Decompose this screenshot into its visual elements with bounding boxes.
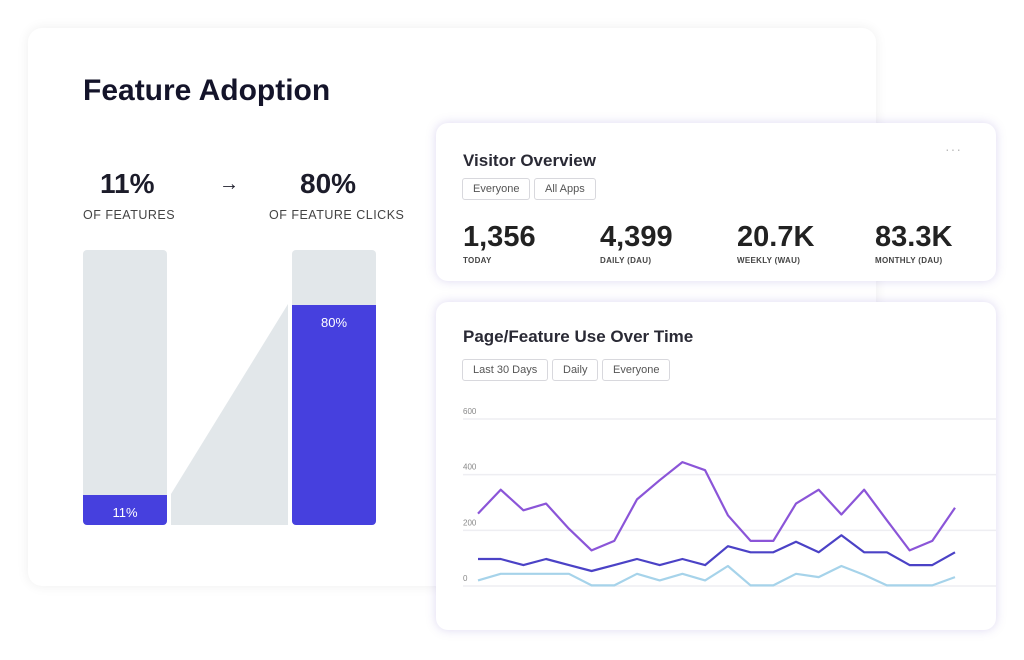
series-line-1 bbox=[478, 534, 956, 573]
page-feature-card: Page/Feature Use Over Time Last 30 Days … bbox=[436, 302, 996, 630]
stat-daily: 4,399 DAILY (DAU) bbox=[600, 221, 673, 265]
page-feature-title: Page/Feature Use Over Time bbox=[463, 327, 694, 346]
stat-value: 83.3K bbox=[875, 221, 953, 253]
clicks-bar-fill: 80% bbox=[292, 305, 376, 525]
features-percent: 11% bbox=[100, 168, 155, 199]
stat-value: 4,399 bbox=[600, 221, 673, 253]
stat-label: MONTHLY (DAU) bbox=[875, 256, 943, 265]
features-label: OF FEATURES bbox=[83, 208, 176, 222]
features-bar: 11% bbox=[83, 250, 167, 525]
features-bar-fill: 11% bbox=[83, 494, 167, 525]
visitor-overview-card: Visitor Overview ··· Everyone All Apps 1… bbox=[436, 123, 996, 281]
clicks-percent: 80% bbox=[300, 168, 357, 199]
y-tick-label: 200 bbox=[463, 518, 477, 527]
connector-shape bbox=[171, 304, 288, 525]
stat-weekly: 20.7K WEEKLY (WAU) bbox=[737, 221, 814, 265]
stat-label: DAILY (DAU) bbox=[600, 256, 652, 265]
visitor-overview-title: Visitor Overview bbox=[463, 151, 596, 170]
features-bar-label: 11% bbox=[112, 504, 138, 520]
page-title: Feature Adoption bbox=[83, 74, 331, 107]
filter-everyone[interactable]: Everyone bbox=[462, 178, 531, 200]
clicks-bar: 80% bbox=[292, 250, 376, 525]
stat-value: 20.7K bbox=[737, 221, 815, 253]
series-line-0 bbox=[477, 461, 956, 552]
stat-label: TODAY bbox=[463, 256, 492, 265]
filter-last-30-days[interactable]: Last 30 Days bbox=[462, 359, 549, 381]
arrow-right-icon: → bbox=[219, 173, 239, 195]
filter-all-apps[interactable]: All Apps bbox=[534, 178, 596, 200]
y-tick-label: 0 bbox=[463, 574, 468, 583]
stat-monthly: 83.3K MONTHLY (DAU) bbox=[875, 221, 952, 265]
series-line-2 bbox=[477, 564, 956, 587]
filter-daily[interactable]: Daily bbox=[552, 359, 599, 381]
stat-label: WEEKLY (WAU) bbox=[737, 256, 801, 265]
usage-line-chart: 600 400 200 0 bbox=[463, 407, 996, 587]
more-menu-icon[interactable]: ··· bbox=[945, 141, 962, 157]
y-tick-label: 600 bbox=[463, 407, 477, 416]
stat-today: 1,356 TODAY bbox=[463, 221, 536, 265]
clicks-label: OF FEATURE CLICKS bbox=[269, 208, 405, 222]
filter-everyone[interactable]: Everyone bbox=[602, 359, 671, 381]
clicks-bar-label: 80% bbox=[320, 315, 348, 330]
stat-value: 1,356 bbox=[463, 221, 536, 253]
y-tick-label: 400 bbox=[463, 463, 477, 472]
